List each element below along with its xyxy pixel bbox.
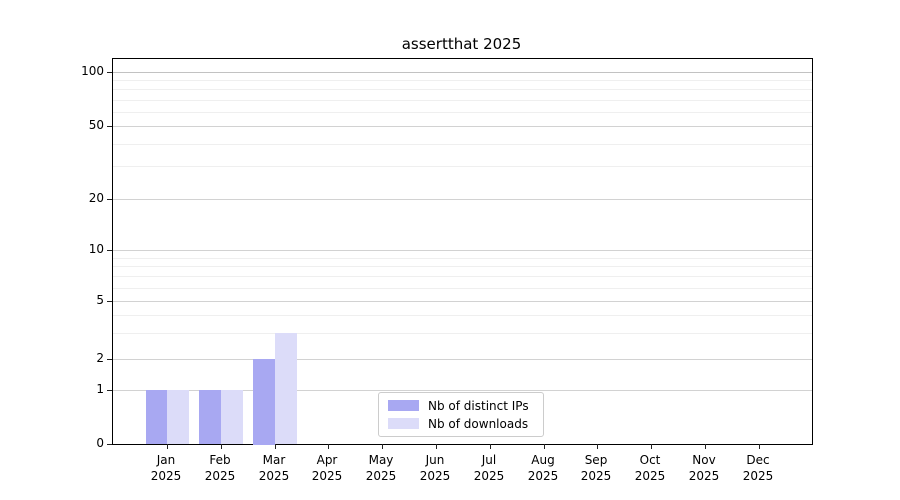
x-tick-mark bbox=[275, 444, 276, 449]
y-tick-label: 10 bbox=[88, 242, 104, 256]
legend-label-downloads: Nb of downloads bbox=[428, 416, 529, 431]
x-tick-label: Feb 2025 bbox=[204, 453, 236, 483]
chart-title: assertthat 2025 bbox=[401, 35, 522, 53]
x-tick-label: Nov 2025 bbox=[688, 453, 720, 483]
legend-swatch-distinct-ips bbox=[388, 400, 419, 411]
y-tick-label: 5 bbox=[96, 293, 104, 307]
y-tick-label: 100 bbox=[81, 64, 104, 78]
x-tick-mark bbox=[651, 444, 652, 449]
x-tick-mark bbox=[167, 444, 168, 449]
minor-gridline bbox=[113, 333, 812, 334]
y-tick-mark bbox=[107, 72, 112, 73]
minor-gridline bbox=[113, 100, 812, 101]
bar-downloads bbox=[221, 390, 243, 444]
legend-swatch-downloads bbox=[388, 418, 419, 429]
bar-distinct-ips bbox=[146, 390, 168, 444]
major-gridline bbox=[113, 126, 812, 127]
minor-gridline bbox=[113, 89, 812, 90]
x-tick-mark bbox=[597, 444, 598, 449]
minor-gridline bbox=[113, 144, 812, 145]
bar-distinct-ips bbox=[253, 359, 275, 445]
x-tick-mark bbox=[221, 444, 222, 449]
y-tick-label: 1 bbox=[96, 382, 104, 396]
y-tick-label: 0 bbox=[96, 436, 104, 450]
y-tick-mark bbox=[107, 301, 112, 302]
major-gridline bbox=[113, 390, 812, 391]
bar-downloads bbox=[275, 333, 297, 444]
x-tick-label: Aug 2025 bbox=[527, 453, 559, 483]
x-tick-label: Oct 2025 bbox=[634, 453, 666, 483]
y-tick-mark bbox=[107, 444, 112, 445]
y-tick-mark bbox=[107, 199, 112, 200]
bar-downloads bbox=[167, 390, 189, 444]
x-tick-label: Dec 2025 bbox=[742, 453, 774, 483]
minor-gridline bbox=[113, 288, 812, 289]
x-tick-label: Jul 2025 bbox=[473, 453, 505, 483]
minor-gridline bbox=[113, 266, 812, 267]
x-tick-label: Jan 2025 bbox=[150, 453, 182, 483]
y-tick-mark bbox=[107, 126, 112, 127]
minor-gridline bbox=[113, 276, 812, 277]
x-tick-label: Mar 2025 bbox=[258, 453, 290, 483]
x-tick-mark bbox=[490, 444, 491, 449]
y-tick-mark bbox=[107, 250, 112, 251]
major-gridline bbox=[113, 250, 812, 251]
legend-row: Nb of distinct IPs bbox=[388, 399, 534, 413]
legend: Nb of distinct IPs Nb of downloads bbox=[378, 392, 544, 437]
minor-gridline bbox=[113, 258, 812, 259]
y-tick-mark bbox=[107, 359, 112, 360]
y-tick-label: 50 bbox=[88, 118, 104, 132]
major-gridline bbox=[113, 199, 812, 200]
x-tick-label: Apr 2025 bbox=[311, 453, 343, 483]
x-tick-label: Sep 2025 bbox=[580, 453, 612, 483]
x-tick-mark bbox=[328, 444, 329, 449]
plot-area: Nb of distinct IPs Nb of downloads bbox=[107, 58, 813, 449]
major-gridline bbox=[113, 301, 812, 302]
major-gridline bbox=[113, 72, 812, 73]
y-tick-mark bbox=[107, 390, 112, 391]
minor-gridline bbox=[113, 80, 812, 81]
x-tick-mark bbox=[436, 444, 437, 449]
x-tick-mark bbox=[544, 444, 545, 449]
x-tick-mark bbox=[759, 444, 760, 449]
y-tick-label: 20 bbox=[88, 191, 104, 205]
x-tick-mark bbox=[705, 444, 706, 449]
bar-distinct-ips bbox=[199, 390, 221, 444]
x-tick-label: May 2025 bbox=[365, 453, 397, 483]
y-tick-label: 2 bbox=[96, 351, 104, 365]
minor-gridline bbox=[113, 112, 812, 113]
x-tick-mark bbox=[382, 444, 383, 449]
legend-label-distinct-ips: Nb of distinct IPs bbox=[428, 398, 529, 413]
major-gridline bbox=[113, 359, 812, 360]
minor-gridline bbox=[113, 166, 812, 167]
x-tick-label: Jun 2025 bbox=[419, 453, 451, 483]
legend-row: Nb of downloads bbox=[388, 417, 534, 431]
minor-gridline bbox=[113, 315, 812, 316]
